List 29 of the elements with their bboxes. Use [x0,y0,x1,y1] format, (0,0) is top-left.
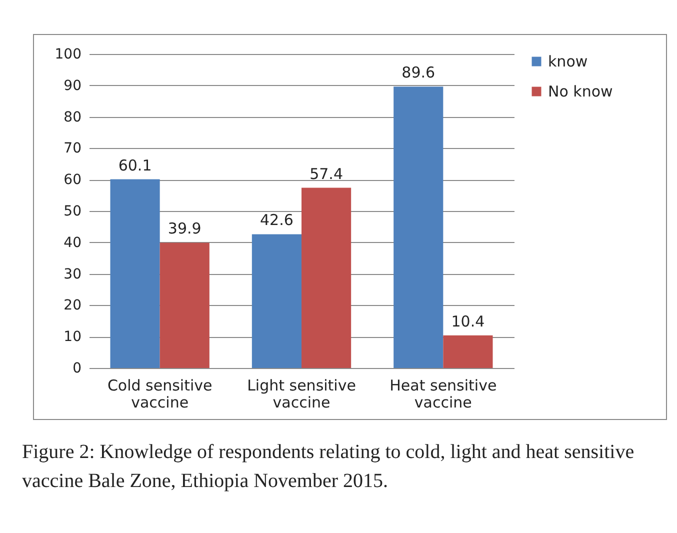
caption: Figure 2: Knowledge of respondents relating to cold, light and heat sensitive vaccine Bale Zone, Ethiopia November 2015. [22,440,636,494]
y-tick-label: 60 [64,172,82,188]
bar [252,234,302,368]
y-tick-label: 10 [64,329,82,346]
x-tick-label: Heat sensitive vaccine [390,376,497,412]
data-label: 39.9 [168,220,202,238]
legend-label: know [548,52,588,70]
data-label: 10.4 [451,312,485,330]
y-tick-label: 100 [54,46,82,62]
data-label: 57.4 [310,164,343,183]
bar [110,179,160,368]
y-tick-label: 70 [64,140,82,157]
y-tick-label: 20 [64,298,82,314]
y-tick-label: 90 [64,78,82,94]
y-tick-label: 40 [64,234,82,251]
bar [160,242,210,368]
data-label: 42.6 [260,211,294,230]
legend-label: No know [548,82,613,100]
data-label: 89.6 [402,64,436,82]
bar [443,335,493,368]
x-tick-label: Cold sensitive vaccine [107,376,212,412]
bar [394,86,444,368]
data-label: 60.1 [118,156,152,174]
y-tick-label: 80 [64,109,82,126]
y-tick-label: 30 [64,266,82,282]
y-tick-label: 0 [72,360,82,376]
bar [302,188,352,368]
y-tick-label: 50 [64,204,82,220]
x-tick-label: Light sensitive vaccine [247,376,356,412]
